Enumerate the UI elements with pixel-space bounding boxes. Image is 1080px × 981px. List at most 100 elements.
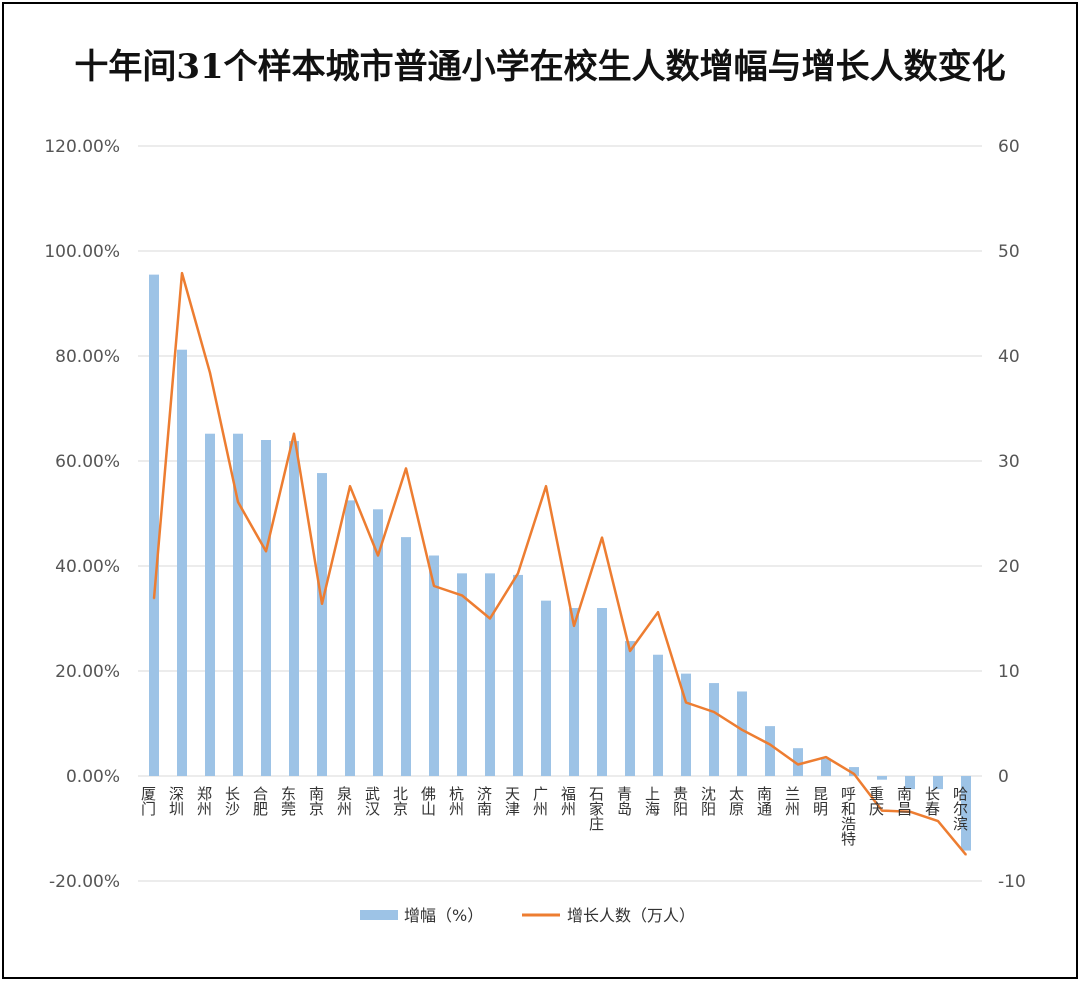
line-point xyxy=(769,743,771,746)
category-label: 北京 xyxy=(391,786,409,817)
category-label: 南昌 xyxy=(895,786,913,816)
line-point xyxy=(741,729,743,731)
category-label: 呼和浩特 xyxy=(839,786,857,846)
bar xyxy=(289,441,299,776)
line-point xyxy=(237,501,239,503)
legend-line-label: 增长人数（万人） xyxy=(567,906,695,925)
legend-bar-label: 增幅（%） xyxy=(404,906,483,925)
category-label: 郑州 xyxy=(195,786,213,816)
category-label: 重庆 xyxy=(867,786,885,816)
bar xyxy=(681,673,691,776)
bar xyxy=(597,608,607,776)
line-point xyxy=(321,603,323,605)
line-point xyxy=(601,536,603,539)
line-series xyxy=(152,271,967,856)
line-point xyxy=(881,809,883,812)
bar xyxy=(401,537,411,776)
bar xyxy=(849,767,859,776)
left-tick-label: -20.00% xyxy=(49,872,120,892)
category-label: 天津 xyxy=(503,786,521,816)
right-tick-label: 60 xyxy=(998,137,1020,157)
bar xyxy=(429,555,439,776)
grid-lines xyxy=(138,145,982,882)
line-point xyxy=(853,773,855,775)
right-tick-label: -10 xyxy=(998,872,1026,892)
category-label: 佛山 xyxy=(419,786,437,816)
legend: 增幅（%） 增长人数（万人） xyxy=(360,906,695,925)
right-tick-label: 30 xyxy=(998,452,1020,472)
category-label: 杭州 xyxy=(447,786,465,816)
left-tick-label: 80.00% xyxy=(55,347,120,367)
right-tick-label: 10 xyxy=(998,662,1020,682)
line-point xyxy=(545,485,547,488)
category-label: 沈阳 xyxy=(699,786,717,816)
bar xyxy=(149,274,159,776)
line-point xyxy=(209,372,211,374)
bar xyxy=(737,691,747,776)
category-label: 东莞 xyxy=(279,786,297,817)
category-label: 济南 xyxy=(475,786,493,816)
right-tick-label: 20 xyxy=(998,557,1020,577)
line-point xyxy=(937,820,939,822)
category-label: 太原 xyxy=(727,786,745,816)
line-point xyxy=(629,650,631,652)
bar xyxy=(177,349,187,776)
line-point xyxy=(825,756,827,758)
bar xyxy=(345,500,355,776)
bar xyxy=(513,574,523,776)
line-path xyxy=(152,271,967,856)
category-label: 石家庄 xyxy=(587,786,605,831)
line-point xyxy=(489,617,491,620)
line-point xyxy=(685,701,687,704)
legend-bar-swatch xyxy=(360,910,398,920)
bar xyxy=(205,433,215,776)
category-label: 厦门 xyxy=(139,786,157,817)
bar xyxy=(961,776,971,851)
category-label: 昆明 xyxy=(811,786,829,817)
right-axis: 60 50 40 30 20 10 0 -10 xyxy=(998,137,1026,892)
bar xyxy=(653,654,663,776)
line-point xyxy=(713,711,715,713)
left-tick-label: 100.00% xyxy=(44,242,120,262)
bar xyxy=(233,433,243,776)
bar xyxy=(821,758,831,776)
line-point xyxy=(909,810,911,813)
category-label: 福州 xyxy=(559,786,577,816)
bar xyxy=(569,608,579,776)
bar xyxy=(765,726,775,776)
bar xyxy=(541,600,551,776)
line-point xyxy=(461,594,463,597)
line-point xyxy=(433,585,435,587)
category-label: 武汉 xyxy=(363,786,381,816)
line-point xyxy=(181,272,183,274)
line-point xyxy=(265,550,267,553)
line-point xyxy=(153,597,155,600)
category-label: 深圳 xyxy=(167,786,185,816)
category-label: 广州 xyxy=(531,786,549,816)
right-tick-label: 0 xyxy=(998,767,1009,787)
left-tick-label: 120.00% xyxy=(44,137,120,157)
left-tick-label: 60.00% xyxy=(55,452,120,472)
category-label: 泉州 xyxy=(335,786,353,816)
bar xyxy=(793,748,803,776)
category-label: 南通 xyxy=(755,786,773,816)
left-tick-label: 0.00% xyxy=(66,767,120,787)
category-label: 青岛 xyxy=(615,786,633,816)
chart-title: 十年间31个样本城市普通小学在校生人数增幅与增长人数变化 xyxy=(74,47,1005,87)
category-label: 贵阳 xyxy=(671,786,689,816)
bar xyxy=(709,683,719,776)
bar xyxy=(261,440,271,776)
line-point xyxy=(349,485,351,488)
bar xyxy=(625,641,635,776)
bar xyxy=(485,573,495,776)
category-label: 兰州 xyxy=(783,786,801,816)
line-point xyxy=(293,432,295,435)
line-point xyxy=(657,611,659,613)
category-label: 合肥 xyxy=(251,786,269,817)
category-label: 哈尔滨 xyxy=(951,786,969,831)
category-axis: 厦门 深圳 郑州 长沙 合肥 东莞 南京 泉州 武汉 北京 佛山 杭州 济南 天津 广州 福州 石家庄 青岛 上海贵… xyxy=(139,786,969,846)
right-tick-label: 50 xyxy=(998,242,1020,262)
line-point xyxy=(377,554,379,557)
right-tick-label: 40 xyxy=(998,347,1020,367)
combo-chart: 十年间31个样本城市普通小学在校生人数增幅与增长人数变化 120.00%100.… xyxy=(44,47,1026,925)
